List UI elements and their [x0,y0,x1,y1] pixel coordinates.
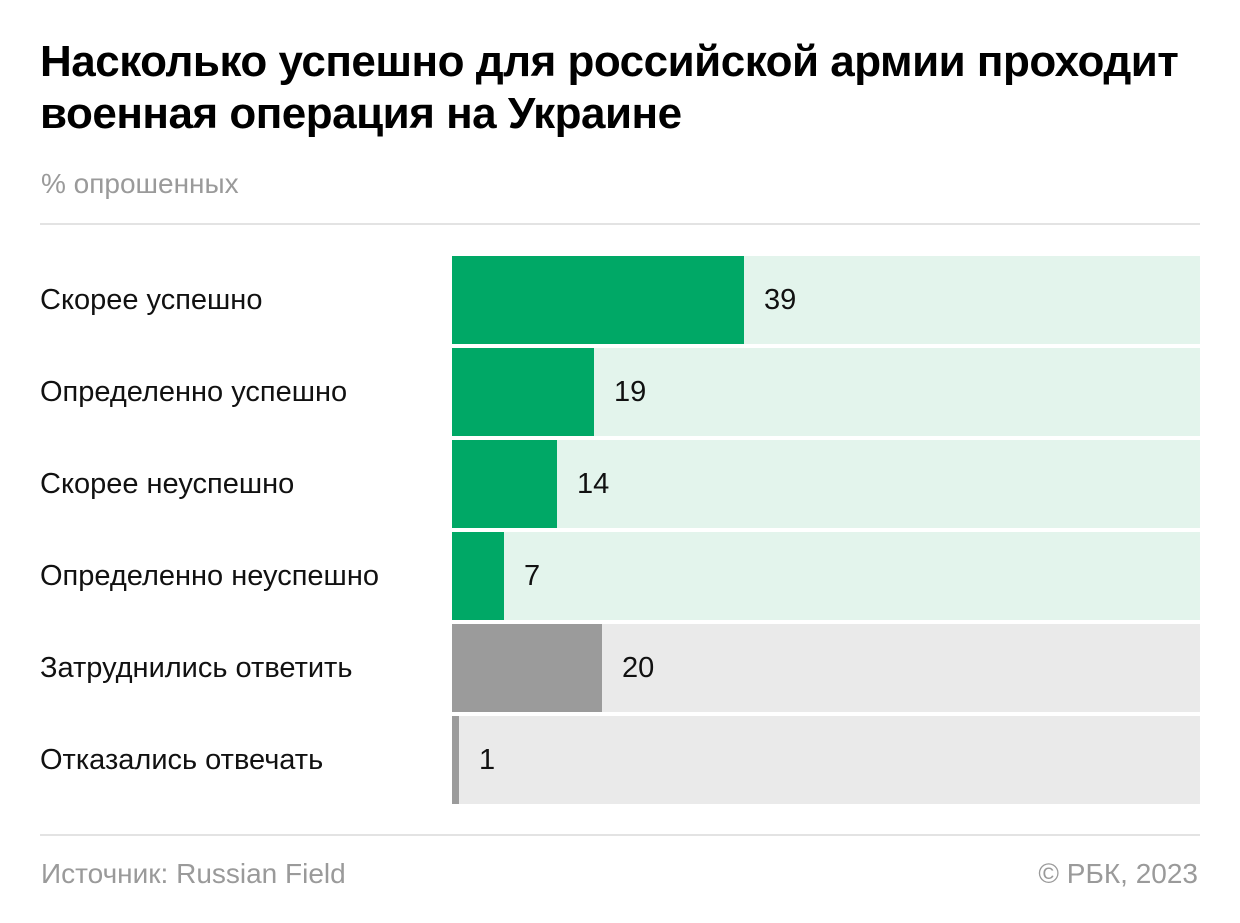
category-label: Отказались отвечать [40,744,324,776]
chart-title: Насколько успешно для российской армии п… [40,37,1179,138]
bar-row: Скорее неуспешно 14 [40,440,1200,528]
category-label: Определенно успешно [40,376,348,408]
bottom-divider [40,834,1200,836]
value-label: 14 [577,468,610,500]
chart-subtitle: % опрошенных [41,168,239,199]
category-label: Определенно неуспешно [40,560,379,592]
bar-track: 19 [452,348,1200,436]
bar [452,440,557,528]
bar-row: Затруднились ответить 20 [40,624,1200,712]
bar-chart: Скорее успешно 39 Определенно успешно 19 Ско… [40,256,1200,804]
bar [452,256,744,344]
copyright-note: © РБК, 2023 [1038,858,1198,889]
bar [452,624,602,712]
bar-row: Определенно успешно 19 [40,348,1200,436]
value-label: 19 [614,376,647,408]
top-divider [40,223,1200,225]
bar [452,348,594,436]
bar-track: 7 [452,532,1200,620]
bar-track: 14 [452,440,1200,528]
bar-row: Отказались отвечать 1 [40,716,1200,804]
bar-row: Скорее успешно 39 [40,256,1200,344]
value-label: 20 [622,652,655,684]
value-label: 7 [524,560,541,592]
source-note: Источник: Russian Field [41,858,346,889]
category-label: Скорее неуспешно [40,468,295,500]
bar-track: 1 [452,716,1200,804]
category-label: Скорее успешно [40,284,263,316]
category-label: Затруднились ответить [40,652,353,684]
bar [452,716,459,804]
bar-row: Определенно неуспешно 7 [40,532,1200,620]
value-label: 1 [479,744,496,776]
bar-track: 39 [452,256,1200,344]
bar-track: 20 [452,624,1200,712]
value-label: 39 [764,284,797,316]
bar [452,532,504,620]
